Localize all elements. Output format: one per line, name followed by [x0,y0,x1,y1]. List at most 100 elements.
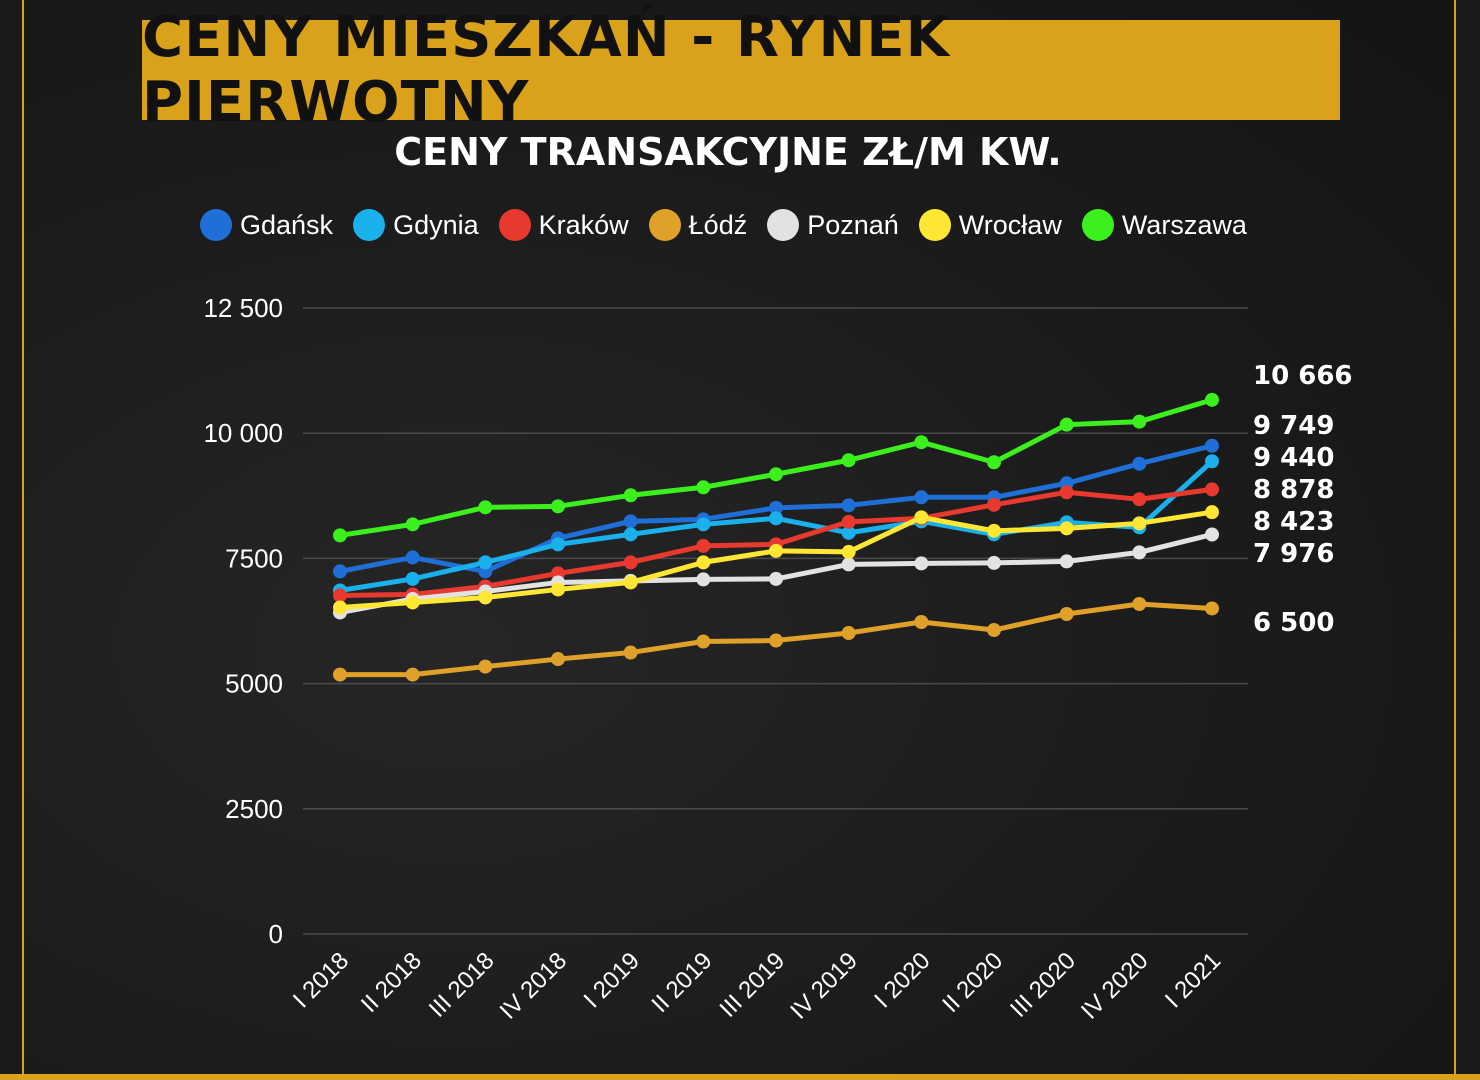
y-tick-label: 12 500 [203,293,283,323]
data-point [1205,482,1219,497]
data-point [841,514,856,529]
legend-label: Gdańsk [240,209,334,240]
data-point [841,557,856,572]
end-value-label: 6 500 [1253,608,1334,638]
page-title: CENY MIESZKAŃ - RYNEK PIERWOTNY [142,5,950,135]
data-point [1059,417,1074,432]
data-point [333,564,347,579]
legend-label: Warszawa [1121,209,1247,240]
data-point [769,511,783,526]
legend-marker [648,209,681,241]
legend-item: Gdańsk [200,209,333,241]
data-point [914,490,929,505]
legend-marker [918,209,951,241]
legend-label: Poznań [807,209,899,240]
data-point [623,488,638,503]
data-point [1132,516,1147,531]
data-point [405,517,420,532]
x-tick-label: I 2019 [579,947,645,1013]
data-point [987,555,1001,570]
data-point [333,588,347,603]
data-point [1205,527,1219,542]
data-point [1059,521,1074,536]
data-point [551,499,565,514]
bottom-accent-bar [0,1074,1480,1080]
legend-item: Łódź [648,209,747,241]
data-point [405,571,420,586]
data-point [478,590,493,605]
x-tick-label: I 2018 [288,947,354,1013]
data-point [696,555,711,570]
data-point [1205,601,1219,616]
end-value-label: 10 666 [1253,361,1353,391]
data-point [623,575,638,590]
data-point [1132,545,1147,560]
data-point [841,544,856,559]
y-tick-label: 2500 [225,794,283,824]
legend-label: Kraków [538,209,629,240]
end-value-label: 7 976 [1253,539,1334,569]
data-point [623,527,638,542]
x-tick-label: I 2020 [869,947,935,1013]
legend-item: Warszawa [1081,209,1247,241]
legend-label: Gdynia [393,209,479,240]
data-point [333,528,347,543]
data-point [623,555,638,570]
data-point [478,659,493,674]
data-point [405,667,420,682]
data-point [333,667,347,682]
data-point [696,480,711,495]
legend-marker [353,209,386,241]
data-point [551,537,565,552]
x-tick-label: II 2018 [356,947,427,1018]
y-tick-label: 7500 [225,543,283,573]
data-point [1132,596,1147,611]
data-point [914,556,929,571]
data-point [841,453,856,468]
data-point [1205,438,1219,453]
data-point [841,626,856,641]
x-tick-label: II 2020 [937,947,1008,1018]
data-point [1059,485,1074,500]
x-tick-label: IV 2020 [1076,947,1154,1025]
data-point [914,435,929,450]
data-point [769,633,783,648]
legend-marker [1081,209,1114,241]
x-tick-label: III 2019 [715,947,791,1023]
data-point [841,498,856,513]
legend-item: Poznań [767,209,899,241]
data-point [769,467,783,482]
x-tick-label: III 2020 [1005,947,1081,1023]
end-value-label: 8 878 [1253,475,1334,505]
data-point [696,517,711,532]
data-point [769,500,783,515]
legend-label: Wrocław [958,209,1062,240]
x-tick-label: I 2021 [1160,947,1226,1013]
y-tick-label: 5000 [225,669,283,699]
data-point [1205,454,1219,469]
data-point [333,600,347,615]
legend-marker [498,209,531,241]
data-point [987,497,1001,512]
data-point [1132,414,1147,429]
data-point [914,615,929,630]
y-tick-label: 0 [269,919,283,949]
data-point [1205,392,1219,407]
legend-item: Gdynia [353,209,479,241]
title-banner: CENY MIESZKAŃ - RYNEK PIERWOTNY [142,5,1340,135]
data-point [696,572,711,587]
end-value-label: 9 440 [1253,443,1334,473]
legend-item: Wrocław [918,209,1062,241]
end-value-label: 9 749 [1253,411,1334,441]
data-point [841,525,856,540]
y-tick-label: 10 000 [203,418,283,448]
data-point [987,523,1001,538]
data-point [1059,554,1074,569]
data-point [1132,456,1147,471]
data-point [987,623,1001,638]
legend-marker [767,209,800,241]
data-point [987,455,1001,470]
data-point [696,634,711,649]
chart-subtitle: CENY TRANSAKCYJNE ZŁ/M KW. [394,130,1062,174]
